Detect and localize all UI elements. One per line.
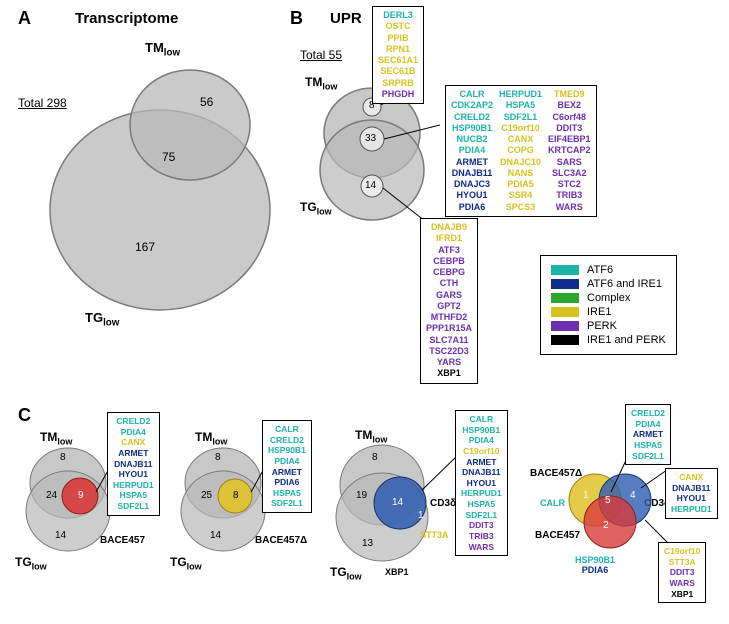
ct-n2: 5 — [605, 495, 611, 506]
c1-n2: 24 — [46, 490, 57, 501]
c3-stt3a: STT3A — [420, 530, 449, 540]
ct-n1: 1 — [583, 490, 589, 501]
c3-n3: 14 — [392, 497, 403, 508]
ct-bottom-genes: HSP90B1PDIA6 — [575, 555, 615, 575]
c2-genes: CALRCRELD2HSP90B1PDIA4ARMETPDIA6HSPA5SDF… — [262, 420, 312, 513]
c3-nr: 1 — [418, 510, 424, 521]
ct-calr: CALR — [540, 498, 565, 508]
c1-n4: 14 — [55, 530, 66, 541]
c3-n2: 19 — [356, 490, 367, 501]
c1-n1: 8 — [60, 452, 66, 463]
ct-venn — [555, 450, 675, 560]
genes-tm-only-b: DERL3OSTCPPIBRPN1SEC61A1SEC61BSRPRBPHGDH — [372, 6, 424, 104]
panel-b-title: UPR — [330, 10, 362, 27]
panel-a-venn — [20, 45, 280, 335]
c3-venn — [330, 435, 460, 585]
ct-right2-genes: C19orf10STT3ADDIT3WARSXBP1 — [658, 542, 706, 603]
c2-n3: 8 — [233, 490, 239, 501]
c1-n3: 9 — [78, 490, 84, 501]
c1-genes: CRELD2PDIA4CANXARMETDNAJB11HYOU1HERPUD1H… — [107, 412, 160, 516]
legend: ATF6ATF6 and IRE1ComplexIRE1PERKIRE1 and… — [540, 255, 677, 355]
n-overlap-b: 33 — [365, 133, 376, 144]
n-tg-only-b: 14 — [365, 180, 376, 191]
ct-center-genes: CRELD2PDIA4ARMETHSPA5SDF2L1 — [625, 404, 671, 465]
panel-a-title: Transcriptome — [75, 10, 178, 27]
n-tg-only-a: 167 — [135, 240, 155, 254]
c3-n4: 13 — [362, 538, 373, 549]
c2-n2: 25 — [201, 490, 212, 501]
ct-n4: 2 — [603, 520, 609, 531]
c2-n4: 14 — [210, 530, 221, 541]
c3-xbp1: XBP1 — [385, 567, 409, 577]
panel-c-label: C — [18, 405, 31, 426]
panel-b-label: B — [290, 8, 303, 29]
n-overlap-a: 75 — [162, 150, 175, 164]
ct-right-genes: CANXDNAJB11HYOU1HERPUD1 — [665, 468, 718, 519]
ct-n3: 4 — [630, 490, 636, 501]
panel-a-label: A — [18, 8, 31, 29]
c2-n1: 8 — [215, 452, 221, 463]
c3-n1: 8 — [372, 452, 378, 463]
n-tm-only-a: 56 — [200, 95, 213, 109]
c3-genes: CALRHSP90B1PDIA4C19orf10ARMETDNAJB11HYOU… — [455, 410, 508, 556]
panel-b-total: Total 55 — [300, 48, 342, 62]
genes-overlap-b: CALRCDK2AP2CRELD2HSP90B1NUCB2PDIA4ARMETD… — [445, 85, 597, 217]
genes-tg-only-b: DNAJB9IFRD1ATF3CEBPBCEBPGCTHGARSGPT2MTHF… — [420, 218, 478, 384]
